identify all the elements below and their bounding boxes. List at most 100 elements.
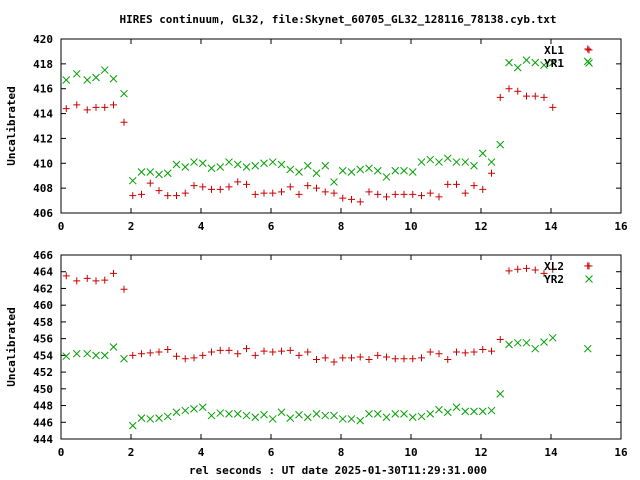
- data-point: [199, 351, 207, 359]
- data-point: [330, 178, 338, 186]
- data-point: [531, 266, 539, 274]
- data-point: [356, 165, 365, 174]
- series-xl1: [62, 45, 592, 206]
- data-point: [426, 189, 434, 197]
- data-point: [172, 160, 181, 169]
- data-point: [181, 163, 190, 171]
- data-point: [216, 409, 225, 417]
- data-point: [128, 421, 137, 430]
- legend-label: XL1: [544, 44, 564, 57]
- data-point: [120, 89, 128, 98]
- data-point: [400, 190, 408, 198]
- data-point: [164, 192, 172, 200]
- data-point: [321, 161, 330, 170]
- x-tick-label: 16: [614, 220, 628, 233]
- data-point: [216, 163, 225, 171]
- data-point: [435, 158, 443, 166]
- data-point: [365, 356, 373, 364]
- data-point: [487, 158, 496, 166]
- data-point: [286, 183, 294, 191]
- y-tick-label: 414: [33, 108, 53, 121]
- data-point: [496, 335, 504, 343]
- data-point: [278, 347, 285, 355]
- data-point: [83, 106, 91, 114]
- data-point: [268, 415, 277, 423]
- data-point: [321, 188, 329, 196]
- data-point: [304, 182, 312, 190]
- data-point: [72, 69, 81, 78]
- data-point: [382, 413, 391, 422]
- data-point: [426, 410, 435, 418]
- legend-marker: [585, 262, 593, 270]
- data-point: [155, 414, 163, 422]
- x-tick-label: 14: [544, 446, 558, 459]
- data-point: [181, 189, 189, 197]
- data-point: [172, 408, 181, 417]
- plot-frame: [60, 38, 622, 214]
- data-point: [383, 353, 390, 361]
- y-tick-label: 450: [33, 383, 53, 396]
- data-point: [549, 265, 557, 273]
- data-point: [216, 346, 224, 354]
- data-point: [505, 267, 513, 275]
- legend-label: YR1: [544, 57, 564, 70]
- data-point: [496, 389, 505, 398]
- data-point: [540, 269, 548, 277]
- data-point: [73, 101, 81, 109]
- y-tick-label: 444: [33, 433, 53, 446]
- data-point: [163, 412, 172, 421]
- data-point: [62, 105, 70, 113]
- data-point: [382, 173, 391, 181]
- data-point: [548, 333, 557, 342]
- data-point: [522, 338, 531, 347]
- data-point: [522, 56, 531, 64]
- data-point: [435, 193, 443, 201]
- data-point: [234, 350, 242, 358]
- data-point: [531, 92, 539, 100]
- data-point: [251, 413, 260, 422]
- data-point: [487, 406, 496, 415]
- data-point: [225, 346, 233, 354]
- y-tick-label: 446: [33, 416, 53, 429]
- data-point: [146, 415, 155, 423]
- y-tick-label: 448: [33, 400, 53, 413]
- data-point: [286, 165, 295, 174]
- data-point: [418, 354, 425, 362]
- y-tick-label: 416: [33, 83, 53, 96]
- data-point: [444, 180, 452, 188]
- data-point: [523, 92, 530, 100]
- data-point: [72, 349, 81, 358]
- data-point: [461, 349, 469, 357]
- data-point: [470, 407, 478, 416]
- data-point: [505, 85, 513, 93]
- data-point: [523, 264, 530, 272]
- data-point: [549, 103, 557, 111]
- data-point: [443, 408, 452, 417]
- y-tick-label: 458: [33, 316, 53, 329]
- y-tick-label: 460: [33, 299, 53, 312]
- data-point: [225, 183, 233, 191]
- y-tick-label: 464: [33, 266, 53, 279]
- x-tick-label: 12: [474, 220, 487, 233]
- data-point: [313, 356, 320, 364]
- data-point: [295, 410, 303, 419]
- data-point: [198, 403, 207, 412]
- data-point: [92, 103, 100, 111]
- data-point: [365, 188, 373, 196]
- data-point: [514, 265, 522, 273]
- data-point: [330, 411, 338, 420]
- data-point: [233, 160, 242, 169]
- y-tick-label: 410: [33, 157, 53, 170]
- data-point: [461, 407, 470, 416]
- data-point: [348, 354, 355, 362]
- data-point: [453, 348, 460, 356]
- data-point: [339, 354, 347, 362]
- data-point: [92, 73, 100, 82]
- data-point: [426, 348, 434, 356]
- data-point: [339, 194, 347, 202]
- data-point: [101, 276, 109, 284]
- data-point: [514, 87, 522, 95]
- data-point: [190, 405, 198, 413]
- data-point: [110, 101, 117, 109]
- data-point: [110, 269, 117, 277]
